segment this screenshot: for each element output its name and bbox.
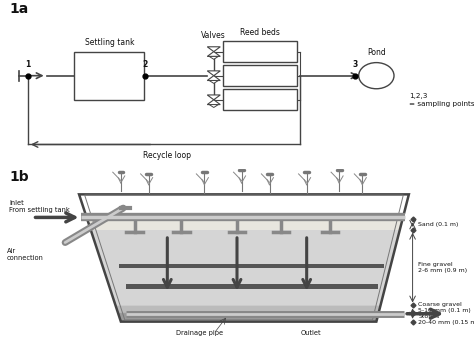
Text: 2: 2 — [142, 61, 147, 69]
Polygon shape — [207, 100, 220, 105]
Polygon shape — [207, 76, 220, 80]
Bar — [126, 284, 378, 289]
Text: Pond: Pond — [367, 49, 386, 57]
Text: 3: 3 — [353, 61, 358, 69]
Polygon shape — [118, 313, 379, 322]
Bar — [119, 264, 383, 268]
Polygon shape — [209, 105, 219, 107]
Polygon shape — [209, 56, 219, 59]
Bar — [223, 65, 297, 86]
Polygon shape — [207, 95, 220, 100]
Text: 1a: 1a — [9, 2, 28, 16]
Circle shape — [359, 63, 394, 89]
Polygon shape — [91, 230, 400, 305]
Bar — [223, 89, 297, 110]
Text: Recycle loop: Recycle loop — [143, 151, 191, 160]
Text: Air
connection: Air connection — [7, 248, 44, 261]
Text: Sand (0.1 m): Sand (0.1 m) — [418, 222, 458, 227]
Text: Inlet
From settling tank: Inlet From settling tank — [9, 200, 70, 213]
Text: 1b: 1b — [9, 170, 29, 184]
Text: Valves: Valves — [201, 31, 226, 40]
Polygon shape — [207, 47, 220, 52]
Polygon shape — [87, 219, 402, 230]
Text: Drainage pipe: Drainage pipe — [176, 331, 223, 336]
Text: 1: 1 — [25, 61, 31, 69]
Text: Reed beds: Reed beds — [240, 28, 280, 37]
Text: Coarse gravel
5-10 mm (0.1 m)
Stones
20-40 mm (0.15 m): Coarse gravel 5-10 mm (0.1 m) Stones 20-… — [418, 302, 474, 325]
Bar — [74, 52, 144, 100]
Polygon shape — [207, 52, 220, 56]
Polygon shape — [207, 71, 220, 76]
Text: Settling tank: Settling tank — [84, 39, 134, 47]
Text: 1,2,3
= sampling points: 1,2,3 = sampling points — [409, 93, 474, 107]
Polygon shape — [209, 80, 219, 83]
Bar — [223, 41, 297, 62]
Polygon shape — [116, 305, 381, 313]
Text: Fine gravel
2-6 mm (0.9 m): Fine gravel 2-6 mm (0.9 m) — [418, 262, 467, 273]
Text: Outlet: Outlet — [301, 331, 322, 336]
